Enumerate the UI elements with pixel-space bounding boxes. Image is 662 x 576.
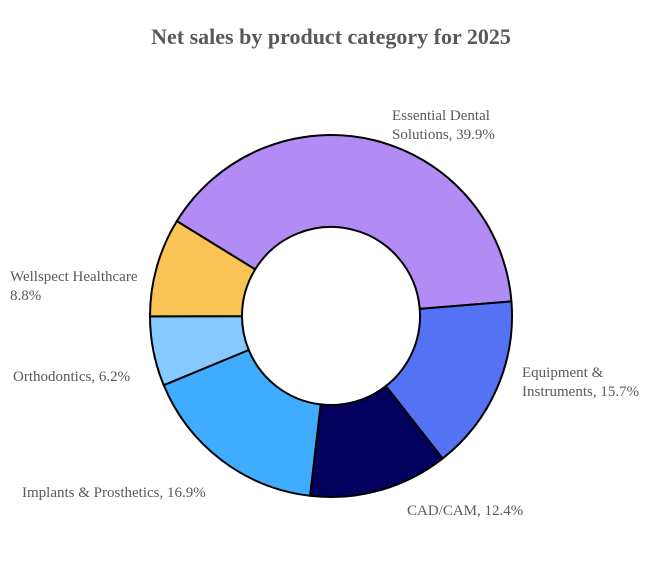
label-orthodontics: Orthodontics, 6.2% (13, 369, 130, 385)
label-essential-dental-solutions: Essential Dental Solutions, 39.9% (392, 108, 495, 143)
chart-title: Net sales by product category for 2025 (151, 24, 511, 49)
label-equipment-instruments: Equipment & Instruments, 15.7% (522, 365, 639, 400)
label-wellspect-healthcare: Wellspect Healthcare 8.8% (10, 269, 138, 304)
slice-essential-dental-solutions[interactable] (175, 134, 513, 310)
slice-implants-prosthetics[interactable] (162, 348, 322, 497)
label-implants-prosthetics: Implants & Prosthetics, 16.9% (22, 485, 206, 501)
slice-wellspect-healthcare[interactable] (148, 220, 257, 318)
label-cad-cam: CAD/CAM, 12.4% (407, 503, 523, 519)
